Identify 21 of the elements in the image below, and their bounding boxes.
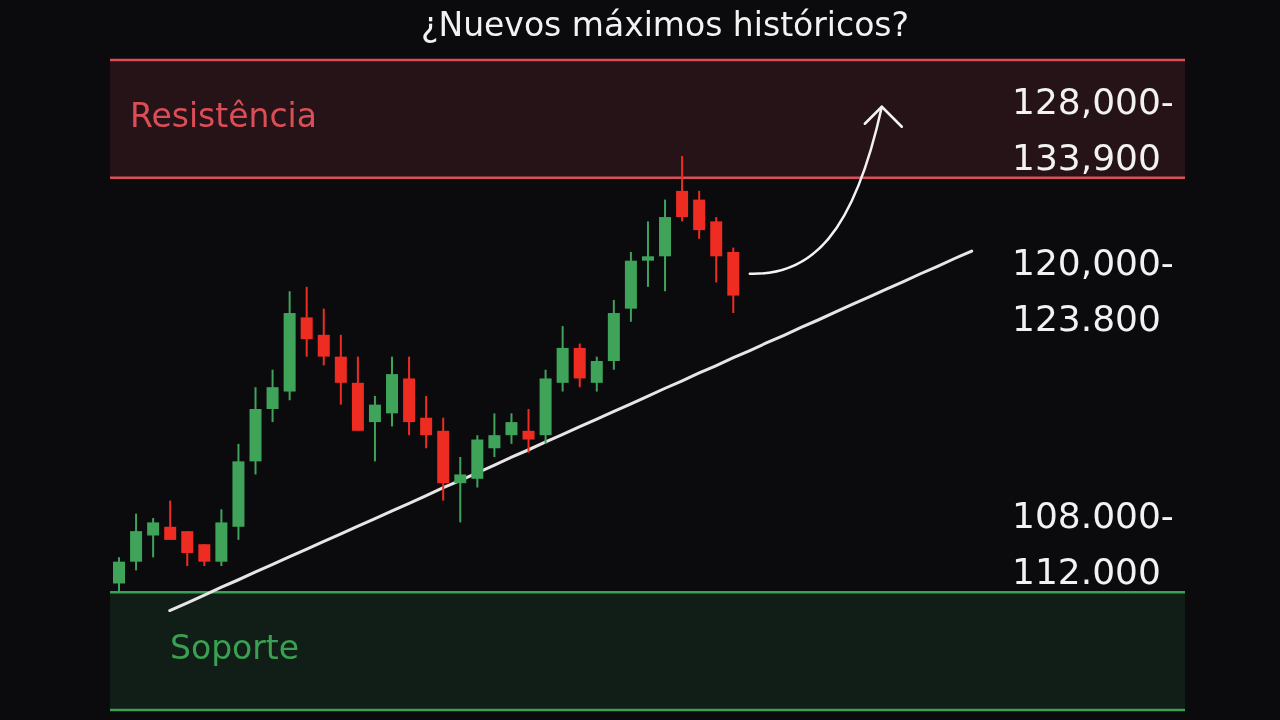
candlestick: [590, 355, 603, 393]
candlestick: [198, 543, 211, 568]
annotation: 108.000-112.000: [1012, 494, 1174, 592]
candlestick: [505, 412, 518, 445]
band-label: Resistência: [130, 95, 317, 135]
candlestick: [300, 285, 313, 358]
annotation: 120,000-123.800: [1012, 241, 1174, 339]
candlestick: [522, 407, 535, 454]
candlestick: [266, 368, 279, 424]
candlestick: [147, 517, 160, 559]
candlestick: [454, 455, 467, 524]
candlestick: [368, 394, 381, 463]
annotation: 128,000-133,900: [1012, 80, 1174, 178]
candlestick: [641, 220, 654, 288]
chart-title: ¿Nuevos máximos históricos?: [420, 4, 910, 44]
candlestick: [317, 307, 330, 367]
candlestick: [164, 499, 177, 541]
candlestick: [420, 394, 433, 450]
candlestick: [181, 530, 194, 568]
candlestick: [488, 412, 501, 458]
band-label: Soporte: [170, 627, 300, 667]
